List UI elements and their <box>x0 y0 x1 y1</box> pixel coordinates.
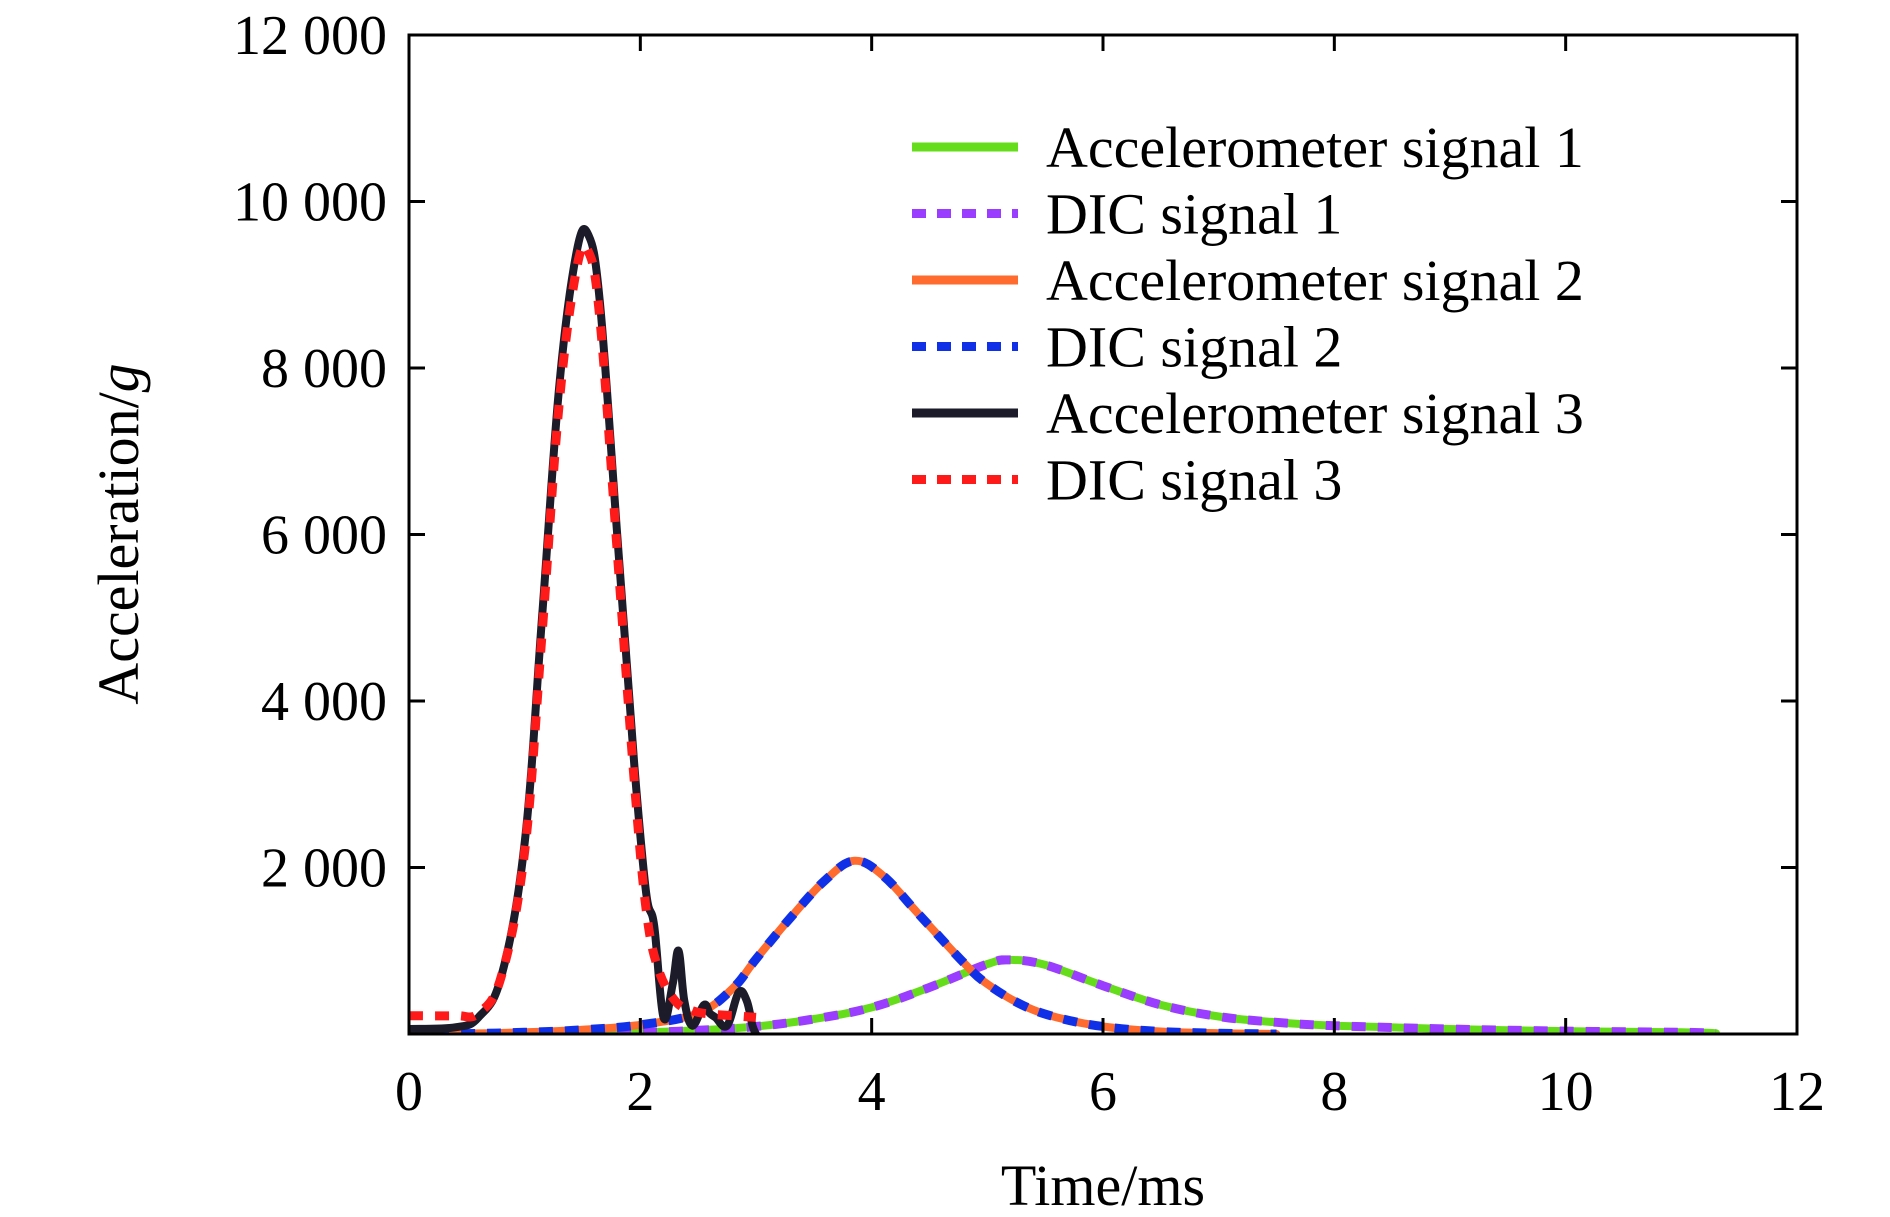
x-tick-label: 6 <box>1089 1061 1117 1123</box>
y-tick-label: 2 000 <box>261 838 387 900</box>
y-tick-labels: 2 000 4 000 6 000 8 000 10 000 12 000 <box>233 5 387 900</box>
y-axis-title-main: Acceleration/ <box>86 391 151 704</box>
legend-label: Accelerometer signal 2 <box>1046 248 1584 313</box>
y-tick-label: 6 000 <box>261 505 387 567</box>
x-tick-label: 0 <box>395 1061 423 1123</box>
x-axis-title: Time/ms <box>1001 1153 1205 1212</box>
x-tick-label: 12 <box>1769 1061 1825 1123</box>
y-tick-label: 8 000 <box>261 338 387 400</box>
y-axis-title: Acceleration/g <box>86 363 151 704</box>
tick-layer <box>407 33 1799 1034</box>
y-tick-label: 4 000 <box>261 671 387 733</box>
legend-label: DIC signal 1 <box>1046 182 1342 247</box>
legend-label: DIC signal 3 <box>1046 448 1342 513</box>
series-line-4 <box>409 856 1277 1034</box>
x-tick-label: 8 <box>1320 1061 1348 1123</box>
series-layer <box>409 225 1720 1034</box>
series-line-3 <box>409 856 1281 1034</box>
series-line-2 <box>409 955 1717 1034</box>
y-axis-title-italic: g <box>86 363 151 392</box>
series-line-5 <box>409 225 760 1034</box>
x-tick-label: 10 <box>1538 1061 1594 1123</box>
x-tick-label: 2 <box>626 1061 654 1123</box>
legend-label: Accelerometer signal 1 <box>1046 115 1584 180</box>
legend-label: DIC signal 2 <box>1046 315 1342 380</box>
x-tick-label: 4 <box>858 1061 886 1123</box>
y-tick-label: 10 000 <box>233 172 387 234</box>
legend-label: Accelerometer signal 3 <box>1046 381 1584 446</box>
x-tick-labels: 0 2 4 6 8 10 12 <box>395 1061 1825 1123</box>
y-tick-label: 12 000 <box>233 5 387 67</box>
series-line-6 <box>409 241 757 1022</box>
